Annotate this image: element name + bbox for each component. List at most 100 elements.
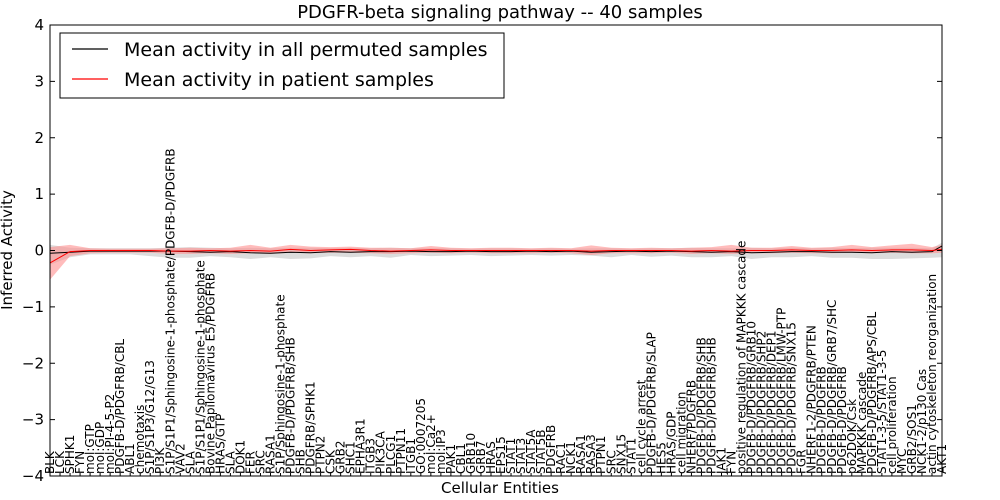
y-tick-label: −1 <box>22 298 44 316</box>
category-label: mol:IP3 <box>434 429 448 474</box>
category-label: positive regulation of MAPKKK cascade <box>735 241 749 474</box>
y-tick-label: 2 <box>34 129 44 147</box>
legend-patient-label: Mean activity in patient samples <box>124 69 434 91</box>
category-label: HRAS/GDP <box>664 411 678 474</box>
category-label: S1P/Sphingosine-1-phosphate <box>274 294 288 474</box>
category-label: NHERF/PDGFRB <box>684 380 698 474</box>
category-label: GRB7 <box>474 440 488 474</box>
category-label: PDGFB-D/PDGFRB/CBL <box>113 339 127 474</box>
category-label: STAT5A <box>524 429 538 474</box>
category-label: PI3K <box>153 447 167 474</box>
category-label: FER <box>243 451 257 474</box>
legend: Mean activity in all permuted samples Me… <box>59 32 505 99</box>
category-label: EPHA3R1 <box>354 418 368 474</box>
y-tick-label: 4 <box>34 16 44 34</box>
category-label: PDGFB-D/PDGFRB/SHP2 <box>755 331 769 474</box>
permuted-confidence-band <box>50 242 942 265</box>
y-tick-label: −2 <box>22 354 44 372</box>
category-label: ITGB3 <box>364 438 378 474</box>
category-label: FYN <box>725 451 739 474</box>
category-label: HRAS <box>484 441 498 474</box>
category-label: SHB <box>294 449 308 474</box>
category-label: Bovine Papilomavirus E5/PDGFRB <box>203 273 217 474</box>
category-label: SRC <box>254 450 268 474</box>
category-label: PDGFB-D/PDGFRB/APS/CBL <box>865 311 879 474</box>
category-label: PLCG1 <box>384 435 398 474</box>
y-tick-label: −4 <box>22 467 44 485</box>
category-label: STAT1 <box>624 438 638 474</box>
category-label: PTPN2 <box>314 436 328 474</box>
category-label: ABL1 <box>123 443 137 474</box>
category-label: FYN <box>73 451 87 474</box>
category-label: CBL1 <box>454 443 468 474</box>
legend-box <box>59 32 505 99</box>
y-tick-label: 3 <box>34 72 44 90</box>
category-label: LCK <box>53 450 67 474</box>
category-label: DOK1 <box>233 440 247 474</box>
category-label: NCK1 <box>564 441 578 474</box>
permuted-mean-line <box>49 245 943 254</box>
chart-title: PDGFR-beta signaling pathway -- 40 sampl… <box>297 2 703 23</box>
category-label: SPHK1 <box>63 435 77 474</box>
category-label: p62DOK/Csk <box>845 399 859 474</box>
category-label: EPS15 <box>494 436 508 474</box>
category-label: PTPN11 <box>394 428 408 474</box>
category-label: GO:0007205 <box>414 398 428 474</box>
category-label: PDGFB-D/PDGFRB/GRB10 <box>745 321 759 474</box>
y-tick-label: 1 <box>34 185 44 203</box>
category-label: SHC1 <box>344 441 358 474</box>
patient-mean-line <box>49 248 943 264</box>
category-label: mol:GDP <box>93 422 107 474</box>
y-tick-label: −3 <box>22 411 44 429</box>
y-tick-label: 0 <box>34 242 44 260</box>
category-label: PDGFB-D/PDGFRB/LMW-PTP <box>775 308 789 474</box>
category-label: MAPKKK cascade <box>855 372 869 474</box>
category-label: VAV2 <box>173 443 187 474</box>
category-label: PDGFB-D/PDGFRB/DEP1 <box>765 330 779 474</box>
category-label: mol:Ca2+ <box>424 414 438 474</box>
category-label: NCK1-2/p130 Cas <box>915 369 929 474</box>
category-label: GRB2 <box>334 440 348 474</box>
series-lines <box>49 245 943 264</box>
category-label: HES5 <box>654 442 668 474</box>
category-label: SRC <box>604 450 618 474</box>
category-label: STAT1 <box>504 438 518 474</box>
category-labels: BLKLCKSPHK1FYNmol:GTPmol:GDPmol:PI-4-5-P… <box>43 148 949 475</box>
category-label: mol:PI-4-5-P2 <box>103 394 117 474</box>
category-label: RASA3 <box>584 434 598 474</box>
category-label: cell proliferation <box>885 376 899 474</box>
category-label: PDGFRB/SPHK1 <box>304 381 318 474</box>
category-label: NHERF1-2/PDGFRB/PTEN <box>805 325 819 474</box>
category-label: STAT1-3-5/STAT1-3-5 <box>875 350 889 474</box>
category-label: PDGFB-D/PDGFRB <box>835 366 849 474</box>
category-label: S1P/S1P1/Sphingosine-1-phosphate/PDGFB-D… <box>163 148 177 474</box>
category-label: actin cytoskeleton reorganization <box>925 274 939 474</box>
category-label: SNX15 <box>614 434 628 474</box>
category-label: PDGFB-D/PDGFRB/SNX15 <box>785 322 799 474</box>
plot-frame <box>49 24 943 477</box>
category-label: chemotaxis <box>133 405 147 474</box>
category-label: ITGB1 <box>404 438 418 474</box>
category-label: PDGFRB <box>544 425 558 474</box>
category-label: PDGFB-D/PDGFRB/SHB <box>705 337 719 474</box>
category-label: PDGFB-D/PDGFRB/GRB7/SHC <box>825 300 839 474</box>
category-label: mol:GTP <box>83 424 97 474</box>
category-label: PDGFB-D/PDGFRB/SHB <box>284 337 298 474</box>
category-label: GRB2/SOS1 <box>905 404 919 474</box>
category-label: PDGFB-D/PDGFRB/SHB <box>695 337 709 474</box>
category-label: S1P/S1P1/Sphingosine-1-phosphate <box>193 260 207 474</box>
category-label: PTPN1 <box>594 436 608 474</box>
category-label: S1P/S1P3/G12/G13 <box>143 360 157 474</box>
category-label: cell cycle arrest <box>634 379 648 474</box>
category-label: RASA1 <box>264 434 278 474</box>
axis-ticks: −4 −3 −2 −1 0 1 2 3 4 <box>22 16 943 485</box>
category-label: CSK <box>324 449 338 474</box>
category-label: RAC1 <box>554 442 568 474</box>
category-label: SLA <box>183 450 197 474</box>
category-label: GRB10 <box>464 433 478 474</box>
x-axis-title: Cellular Entities <box>441 479 559 497</box>
category-label: RASA1 <box>574 434 588 474</box>
category-label: PDGFB-D/PDGFRB <box>815 366 829 474</box>
category-label: STAT3 <box>514 438 528 474</box>
